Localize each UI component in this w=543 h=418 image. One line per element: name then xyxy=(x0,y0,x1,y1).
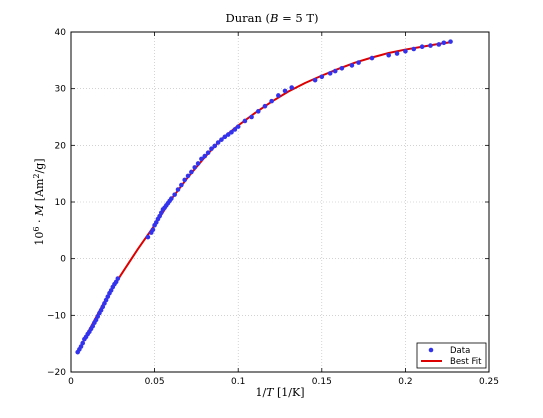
x-tick-label: 0.1 xyxy=(231,377,245,387)
data-point xyxy=(332,68,338,74)
data-point xyxy=(199,156,204,162)
data-point xyxy=(419,44,425,50)
data-point xyxy=(205,150,211,155)
data-point xyxy=(225,132,231,137)
y-axis-label: 106 · M [Am2/g] xyxy=(32,158,47,245)
y-tick-label: 0 xyxy=(60,255,66,265)
data-point xyxy=(356,60,361,65)
data-point xyxy=(80,340,85,346)
legend-box xyxy=(416,342,487,369)
data-point xyxy=(175,187,181,192)
data-point xyxy=(327,71,333,76)
y-tick-label: 30 xyxy=(55,85,67,95)
data-point xyxy=(182,177,187,183)
ticks: 0 0.05 0.1 0.15 0.2 0.25 −20 −10 0 10 20 30 40 xyxy=(47,28,499,387)
data-point xyxy=(319,74,325,80)
data-point xyxy=(98,307,104,313)
data-point xyxy=(153,220,159,225)
data-point xyxy=(100,304,106,310)
data-point xyxy=(145,234,151,240)
data-point xyxy=(169,196,174,201)
y-tick-label: 20 xyxy=(55,141,67,151)
data-point xyxy=(222,134,228,140)
y-tick-label: 10 xyxy=(55,198,67,208)
data-point xyxy=(150,227,156,233)
data-point xyxy=(339,65,345,71)
data-point xyxy=(428,43,433,48)
legend-data-marker xyxy=(428,347,434,353)
data-point xyxy=(93,317,99,323)
data-point xyxy=(192,165,198,170)
data-point xyxy=(255,109,261,114)
data-point xyxy=(219,137,224,142)
data-point xyxy=(102,301,107,306)
data-point xyxy=(195,161,201,166)
data-point xyxy=(249,114,254,120)
data-point xyxy=(185,173,191,179)
data-point xyxy=(189,169,194,175)
x-tick-label: 0.15 xyxy=(312,377,332,387)
data-point xyxy=(436,42,442,47)
x-tick-label: 0.05 xyxy=(145,377,165,387)
data-point xyxy=(209,146,214,152)
data-point xyxy=(282,88,288,94)
data-point xyxy=(115,276,121,281)
data-point xyxy=(289,85,295,90)
data-point xyxy=(235,124,241,129)
data-point xyxy=(411,46,417,52)
data-point xyxy=(448,39,453,44)
x-tick-label: 0 xyxy=(68,377,74,387)
x-tick-label: 0.25 xyxy=(479,377,499,387)
x-axis-label: 1/T [1/K] xyxy=(255,386,304,399)
data-point xyxy=(229,130,234,135)
data-point xyxy=(78,344,84,349)
data-point xyxy=(386,52,391,58)
data-point xyxy=(232,127,238,132)
data-point xyxy=(312,77,318,83)
data-point xyxy=(349,63,355,68)
data-point xyxy=(212,143,218,149)
data-point xyxy=(394,51,400,56)
y-tick-label: −10 xyxy=(47,311,66,321)
data-point xyxy=(202,153,208,159)
legend-data-label: Data xyxy=(450,346,470,356)
data-point xyxy=(276,93,281,98)
y-tick-label: 40 xyxy=(55,28,67,38)
data-point xyxy=(172,192,177,197)
chart-title: Duran (B = 5 T) xyxy=(225,11,318,25)
points-layer xyxy=(75,39,453,355)
data-point xyxy=(108,288,114,293)
data-point xyxy=(113,279,119,285)
data-point xyxy=(158,210,164,216)
legend: Data Best Fit xyxy=(416,342,487,369)
data-point xyxy=(441,40,447,46)
data-point xyxy=(95,314,101,319)
data-point xyxy=(242,118,248,124)
data-point xyxy=(105,294,111,299)
data-point xyxy=(103,297,109,303)
data-point xyxy=(157,213,162,219)
data-point xyxy=(403,48,408,54)
data-point xyxy=(262,103,268,109)
data-point xyxy=(215,140,221,145)
data-point xyxy=(179,182,184,188)
x-tick-label: 0.2 xyxy=(398,377,412,387)
data-point xyxy=(90,323,96,329)
data-point xyxy=(369,55,375,61)
data-point xyxy=(269,98,274,104)
y-tick-label: −20 xyxy=(47,368,66,378)
legend-fit-label: Best Fit xyxy=(450,357,482,367)
